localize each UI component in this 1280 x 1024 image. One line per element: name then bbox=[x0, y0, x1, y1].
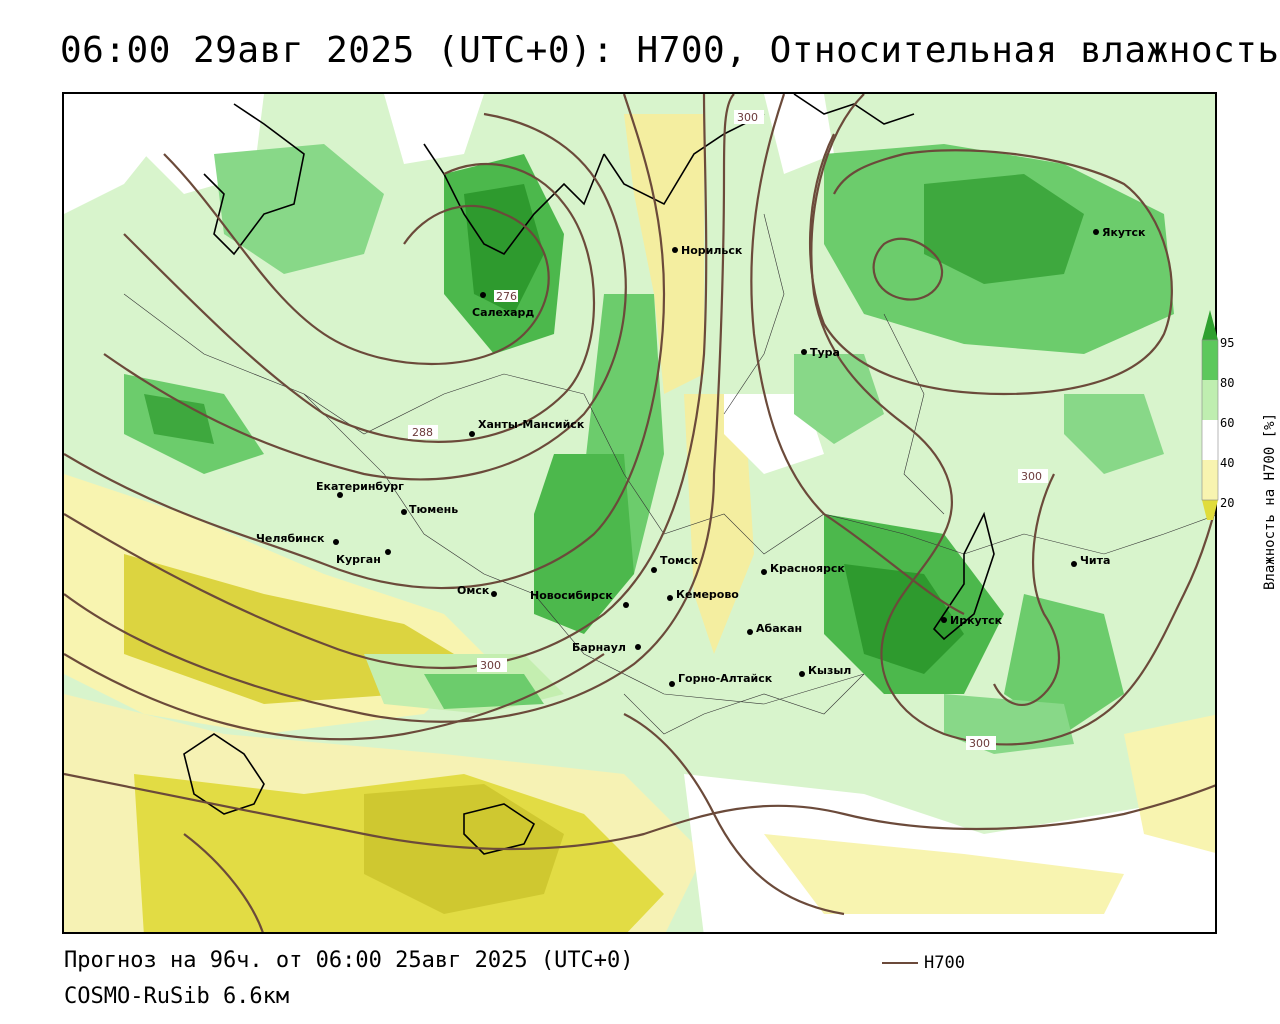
svg-text:Якутск: Якутск bbox=[1102, 226, 1146, 239]
svg-text:Челябинск: Челябинск bbox=[256, 532, 325, 545]
colorbar-tick-80: 80 bbox=[1220, 376, 1235, 390]
svg-text:Томск: Томск bbox=[660, 554, 699, 567]
colorbar-title: Влажность на H700 [%] bbox=[1262, 412, 1278, 590]
h700-contours bbox=[64, 94, 1215, 932]
colorbar-tick-95: 95 bbox=[1220, 336, 1235, 350]
svg-text:Чита: Чита bbox=[1080, 554, 1110, 567]
city-ekaterinburg: Екатеринбург bbox=[316, 480, 404, 498]
contour-label-300-south: 300 bbox=[969, 737, 990, 750]
svg-text:Красноярск: Красноярск bbox=[770, 562, 845, 575]
svg-text:Барнаул: Барнаул bbox=[572, 641, 626, 654]
region-borders bbox=[123, 213, 1215, 735]
colorbar-tick-60: 60 bbox=[1220, 416, 1235, 430]
coastlines bbox=[183, 94, 995, 855]
map-canvas: 300 276 288 300 300 300 Салехард Норильс… bbox=[64, 94, 1215, 932]
city-gorno-altaysk: Горно-Алтайск bbox=[669, 672, 773, 687]
svg-text:Кемерово: Кемерово bbox=[676, 588, 739, 601]
map-area: 300 276 288 300 300 300 Салехард Норильс… bbox=[62, 92, 1217, 934]
contour-labels: 300 276 288 300 300 300 bbox=[408, 110, 1048, 750]
city-salekhard: Салехард bbox=[472, 292, 534, 319]
city-tura: Тура bbox=[801, 346, 840, 359]
svg-text:Новосибирск: Новосибирск bbox=[530, 589, 613, 602]
city-kurgan: Курган bbox=[336, 549, 391, 566]
city-chita: Чита bbox=[1071, 554, 1110, 567]
svg-text:Омск: Омск bbox=[457, 584, 490, 597]
svg-text:Тура: Тура bbox=[810, 346, 840, 359]
forecast-info: Прогноз на 96ч. от 06:00 25авг 2025 (UTC… bbox=[64, 948, 634, 973]
city-tyumen: Тюмень bbox=[401, 503, 458, 516]
city-krasnoyarsk: Красноярск bbox=[761, 562, 845, 575]
svg-text:Екатеринбург: Екатеринбург bbox=[316, 480, 404, 493]
city-khanty-mansiysk: Ханты-Мансийск bbox=[469, 418, 585, 437]
contour-label-276: 276 bbox=[496, 290, 517, 303]
map-title: 06:00 29авг 2025 (UTC+0): H700, Относите… bbox=[60, 30, 1280, 71]
model-name: COSMO-RuSib 6.6км bbox=[64, 984, 290, 1009]
city-yakutsk: Якутск bbox=[1093, 226, 1146, 239]
humidity-colorbar bbox=[1200, 300, 1270, 590]
colorbar-tick-40: 40 bbox=[1220, 456, 1235, 470]
contour-label-300-west: 300 bbox=[480, 659, 501, 672]
city-norilsk: Норильск bbox=[672, 244, 743, 257]
city-kemerovo: Кемерово bbox=[667, 588, 739, 601]
colorbar-scale bbox=[1201, 310, 1219, 520]
city-tomsk: Томск bbox=[651, 554, 699, 573]
contour-label-288: 288 bbox=[412, 426, 433, 439]
h700-legend-line bbox=[882, 962, 918, 964]
svg-text:Иркутск: Иркутск bbox=[950, 614, 1003, 627]
city-irkutsk: Иркутск bbox=[941, 614, 1003, 627]
city-novosibirsk: Новосибирск bbox=[530, 589, 629, 608]
svg-text:Салехард: Салехард bbox=[472, 306, 534, 319]
city-chelyabinsk: Челябинск bbox=[256, 532, 339, 545]
h700-legend-label: H700 bbox=[924, 953, 965, 973]
city-barnaul: Барнаул bbox=[572, 641, 641, 654]
svg-text:Кызыл: Кызыл bbox=[808, 664, 851, 677]
svg-text:Норильск: Норильск bbox=[681, 244, 743, 257]
svg-text:Абакан: Абакан bbox=[756, 622, 802, 635]
svg-text:Тюмень: Тюмень bbox=[409, 503, 458, 516]
colorbar-tick-20: 20 bbox=[1220, 496, 1235, 510]
contour-label-300-east: 300 bbox=[1021, 470, 1042, 483]
contour-label-300-north: 300 bbox=[737, 111, 758, 124]
city-omsk: Омск bbox=[457, 584, 497, 597]
city-markers: Салехард Норильск Якутск Тура Ханты-Манс… bbox=[256, 226, 1146, 687]
city-abakan: Абакан bbox=[747, 622, 802, 635]
city-kyzyl: Кызыл bbox=[799, 664, 851, 677]
svg-text:Ханты-Мансийск: Ханты-Мансийск bbox=[478, 418, 585, 431]
svg-text:Горно-Алтайск: Горно-Алтайск bbox=[678, 672, 773, 685]
svg-text:Курган: Курган bbox=[336, 553, 381, 566]
